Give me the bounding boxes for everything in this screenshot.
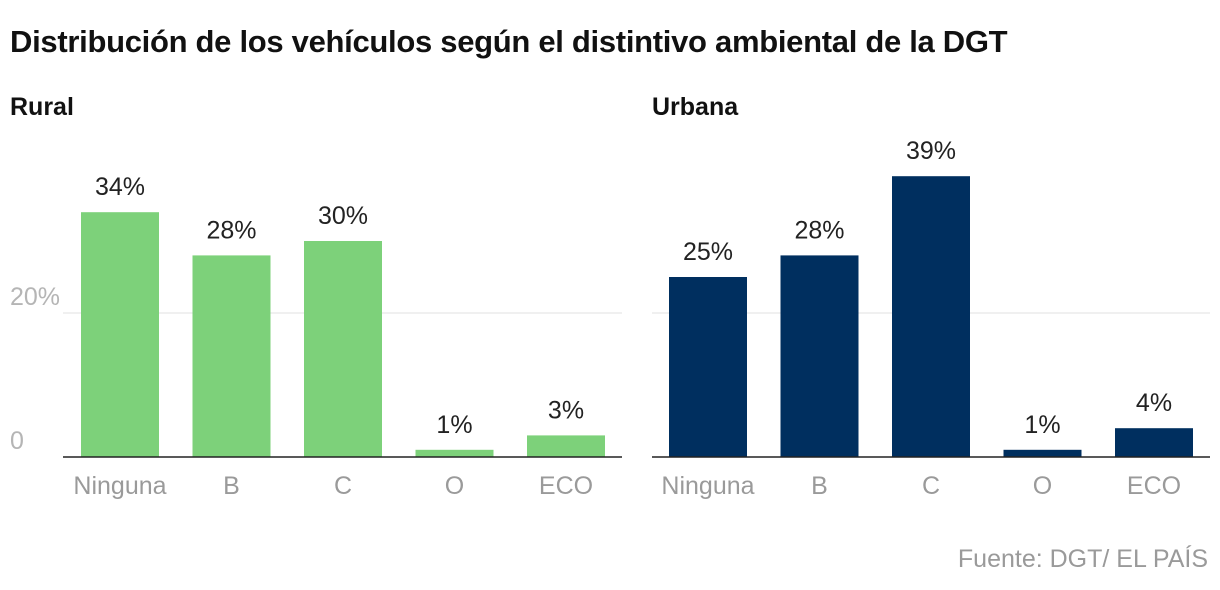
bar-eco: [527, 435, 605, 457]
panel-title: Rural: [10, 93, 74, 121]
category-label: ECO: [1127, 472, 1181, 500]
category-label: C: [922, 472, 940, 500]
bar-c: [304, 241, 382, 457]
bar-b: [780, 255, 859, 457]
value-label: 39%: [906, 137, 956, 165]
y-tick-label: 0: [10, 427, 24, 455]
bar-o: [415, 449, 494, 457]
panel-title: Urbana: [652, 93, 739, 121]
value-label: 3%: [548, 396, 584, 424]
chart-title: Distribución de los vehículos según el d…: [10, 24, 1008, 59]
value-label: 1%: [436, 411, 472, 439]
source-note: Fuente: DGT/ EL PAÍS: [957, 545, 1208, 573]
bar-b: [192, 255, 271, 457]
category-label: ECO: [539, 472, 593, 500]
category-label: O: [1033, 472, 1052, 500]
value-label: 28%: [206, 216, 256, 244]
value-label: 30%: [318, 202, 368, 230]
category-label: O: [445, 472, 464, 500]
bar-ninguna: [81, 212, 159, 457]
category-label: B: [223, 472, 240, 500]
category-label: B: [811, 472, 828, 500]
y-tick-label: 20%: [10, 283, 60, 311]
value-label: 28%: [794, 216, 844, 244]
value-label: 25%: [683, 238, 733, 266]
value-label: 34%: [95, 173, 145, 201]
bar-eco: [1115, 428, 1193, 457]
category-label: Ninguna: [661, 472, 754, 500]
bar-o: [1003, 449, 1082, 457]
category-label: C: [334, 472, 352, 500]
value-label: 4%: [1136, 389, 1172, 417]
bar-ninguna: [669, 277, 747, 457]
category-label: Ninguna: [73, 472, 166, 500]
value-label: 1%: [1024, 411, 1060, 439]
bar-c: [892, 176, 970, 457]
